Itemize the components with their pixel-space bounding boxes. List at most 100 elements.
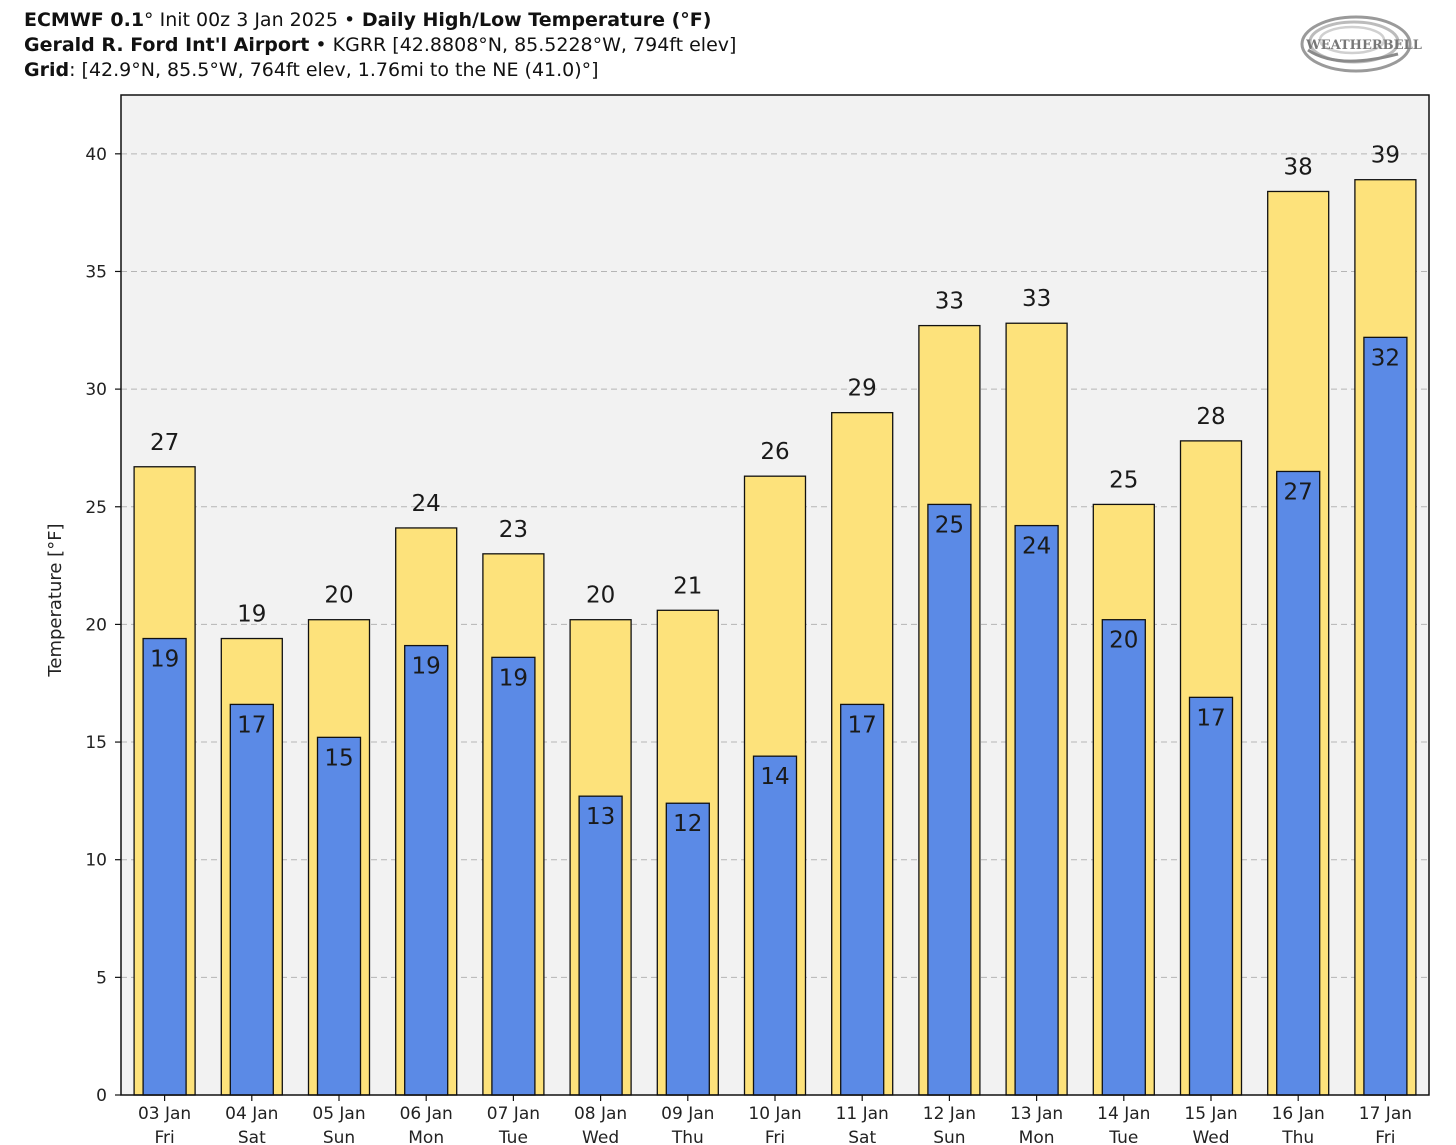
high-value-label: 38 <box>1284 154 1313 180</box>
header-line-1: ECMWF 0.1° Init 00z 3 Jan 2025 • Daily H… <box>24 8 736 33</box>
x-tick-date: 14 Jan <box>1097 1104 1150 1124</box>
low-bar <box>752 755 798 1096</box>
low-bar <box>491 656 536 1096</box>
high-value-label: 33 <box>935 289 964 315</box>
low-value-label: 25 <box>935 512 964 538</box>
x-tick-weekday: Sat <box>238 1128 266 1145</box>
x-tick-date: 05 Jan <box>312 1104 365 1124</box>
high-value-label: 28 <box>1196 404 1225 430</box>
x-tick-weekday: Fri <box>1375 1128 1395 1145</box>
y-axis-ticks: 0 5 10 15 20 25 30 35 40 <box>85 145 121 1106</box>
low-value-label: 17 <box>848 712 877 738</box>
low-value-label: 14 <box>760 764 789 790</box>
high-value-label: 24 <box>412 491 441 517</box>
high-value-label: 25 <box>1109 467 1138 493</box>
high-value-label: 19 <box>237 602 266 628</box>
chart-header: ECMWF 0.1° Init 00z 3 Jan 2025 • Daily H… <box>24 8 736 83</box>
x-tick-weekday: Thu <box>671 1128 704 1145</box>
bullet-separator: • <box>344 9 356 31</box>
x-tick-date: 16 Jan <box>1272 1104 1325 1124</box>
logo-text: WEATHERBELL <box>1305 38 1422 53</box>
y-tick-label: 0 <box>96 1086 107 1106</box>
y-tick-label: 40 <box>85 145 107 165</box>
y-tick-label: 10 <box>85 851 107 871</box>
x-axis-ticks: 03 Jan Fri 04 Jan Sat 05 Jan Sun 06 Jan Mon 07 J… <box>138 1095 1412 1145</box>
high-value-label: 21 <box>673 573 702 599</box>
x-tick-weekday: Mon <box>1019 1128 1055 1145</box>
x-tick-date: 11 Jan <box>836 1104 889 1124</box>
init-time: Init 00z 3 Jan 2025 <box>153 9 345 31</box>
x-tick-date: 10 Jan <box>748 1104 801 1124</box>
header-line-3: Grid: [42.9°N, 85.5°W, 764ft elev, 1.76m… <box>24 58 736 83</box>
low-value-label: 19 <box>412 654 441 680</box>
x-tick-date: 17 Jan <box>1359 1104 1412 1124</box>
low-value-label: 17 <box>237 712 266 738</box>
low-value-label: 15 <box>324 745 353 771</box>
low-bar <box>840 703 885 1096</box>
low-bar <box>1363 336 1408 1096</box>
weatherbell-logo: WEATHERBELL <box>1298 10 1430 78</box>
station-name: Gerald R. Ford Int'l Airport <box>24 34 310 56</box>
low-value-label: 32 <box>1371 345 1400 371</box>
x-tick-date: 07 Jan <box>487 1104 540 1124</box>
x-tick-weekday: Thu <box>1281 1128 1314 1145</box>
low-bar <box>404 644 449 1096</box>
low-bar <box>142 637 187 1096</box>
x-tick-weekday: Fri <box>765 1128 785 1145</box>
x-tick-date: 12 Jan <box>923 1104 976 1124</box>
high-value-label: 27 <box>150 430 179 456</box>
bars <box>133 179 1417 1096</box>
low-bar <box>927 503 972 1096</box>
low-bar <box>1276 470 1321 1096</box>
y-axis-label: Temperature [°F] <box>45 523 66 677</box>
low-bar <box>1014 524 1059 1096</box>
y-tick-label: 35 <box>85 262 107 282</box>
x-tick-date: 15 Jan <box>1184 1104 1237 1124</box>
low-value-label: 13 <box>586 804 615 830</box>
low-bar <box>665 802 710 1096</box>
high-value-label: 20 <box>586 583 615 609</box>
low-value-label: 12 <box>673 811 702 837</box>
grid-info: : [42.9°N, 85.5°W, 764ft elev, 1.76mi to… <box>69 59 599 81</box>
model-name: ECMWF 0.1 <box>24 9 145 31</box>
x-tick-date: 08 Jan <box>574 1104 627 1124</box>
low-value-label: 19 <box>499 665 528 691</box>
y-tick-label: 15 <box>85 733 107 753</box>
high-value-label: 33 <box>1022 286 1051 312</box>
weatherbell-swirl-logo-icon: WEATHERBELL <box>1300 15 1422 73</box>
chart-title: Daily High/Low Temperature (°F) <box>355 9 712 31</box>
x-tick-weekday: Tue <box>1108 1128 1138 1145</box>
low-bar <box>1101 619 1146 1096</box>
low-bar <box>229 703 274 1096</box>
y-tick-label: 30 <box>85 380 107 400</box>
high-value-label: 29 <box>848 376 877 402</box>
x-tick-date: 06 Jan <box>400 1104 453 1124</box>
x-tick-weekday: Sun <box>933 1128 965 1145</box>
x-tick-date: 04 Jan <box>225 1104 278 1124</box>
x-tick-weekday: Wed <box>582 1128 619 1145</box>
high-value-label: 23 <box>499 517 528 543</box>
x-tick-date: 03 Jan <box>138 1104 191 1124</box>
model-degree: ° <box>144 9 154 31</box>
y-tick-label: 5 <box>96 968 107 988</box>
low-value-label: 17 <box>1196 705 1225 731</box>
low-value-label: 20 <box>1109 628 1138 654</box>
low-value-label: 24 <box>1022 534 1051 560</box>
x-tick-weekday: Sun <box>323 1128 355 1145</box>
y-tick-label: 20 <box>85 615 107 635</box>
low-bar <box>316 736 362 1096</box>
x-tick-weekday: Fri <box>154 1128 174 1145</box>
grid-label: Grid <box>24 59 70 81</box>
x-tick-weekday: Wed <box>1192 1128 1229 1145</box>
data-labels: 27 19 19 17 20 15 24 19 23 19 20 13 21 12 26 14 29 17 33 25… <box>150 143 1400 838</box>
high-value-label: 39 <box>1371 143 1400 169</box>
high-value-label: 26 <box>760 439 789 465</box>
low-bar <box>1188 696 1234 1096</box>
station-info: • KGRR [42.8808°N, 85.5228°W, 794ft elev… <box>309 34 737 56</box>
x-tick-weekday: Tue <box>498 1128 528 1145</box>
low-value-label: 27 <box>1284 479 1313 505</box>
y-tick-label: 25 <box>85 498 107 518</box>
plot-border <box>120 94 1430 1096</box>
x-tick-weekday: Mon <box>408 1128 444 1145</box>
low-bar <box>578 795 623 1096</box>
